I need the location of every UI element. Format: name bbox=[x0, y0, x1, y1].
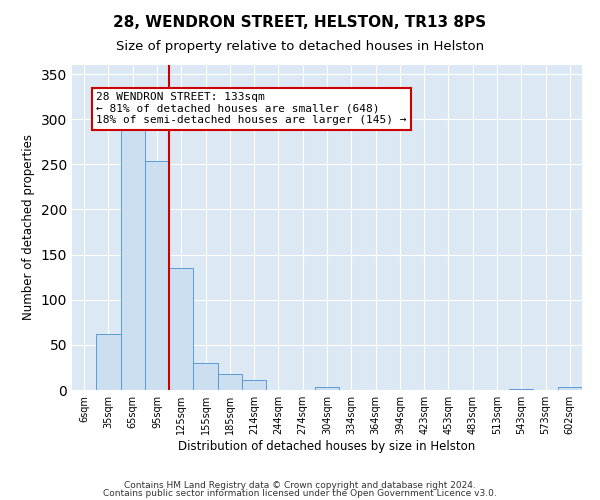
Bar bbox=[96, 334, 121, 390]
Text: Contains HM Land Registry data © Crown copyright and database right 2024.: Contains HM Land Registry data © Crown c… bbox=[124, 480, 476, 490]
Bar bbox=[169, 268, 193, 390]
Y-axis label: Number of detached properties: Number of detached properties bbox=[22, 134, 35, 320]
Text: Contains public sector information licensed under the Open Government Licence v3: Contains public sector information licen… bbox=[103, 489, 497, 498]
Bar bbox=[218, 374, 242, 390]
Text: 28, WENDRON STREET, HELSTON, TR13 8PS: 28, WENDRON STREET, HELSTON, TR13 8PS bbox=[113, 15, 487, 30]
Text: Size of property relative to detached houses in Helston: Size of property relative to detached ho… bbox=[116, 40, 484, 53]
Bar bbox=[315, 388, 339, 390]
X-axis label: Distribution of detached houses by size in Helston: Distribution of detached houses by size … bbox=[178, 440, 476, 453]
Text: 28 WENDRON STREET: 133sqm
← 81% of detached houses are smaller (648)
18% of semi: 28 WENDRON STREET: 133sqm ← 81% of detac… bbox=[96, 92, 407, 126]
Bar bbox=[509, 389, 533, 390]
Bar bbox=[145, 160, 169, 390]
Bar bbox=[193, 363, 218, 390]
Bar bbox=[121, 128, 145, 390]
Bar bbox=[242, 380, 266, 390]
Bar bbox=[558, 388, 582, 390]
